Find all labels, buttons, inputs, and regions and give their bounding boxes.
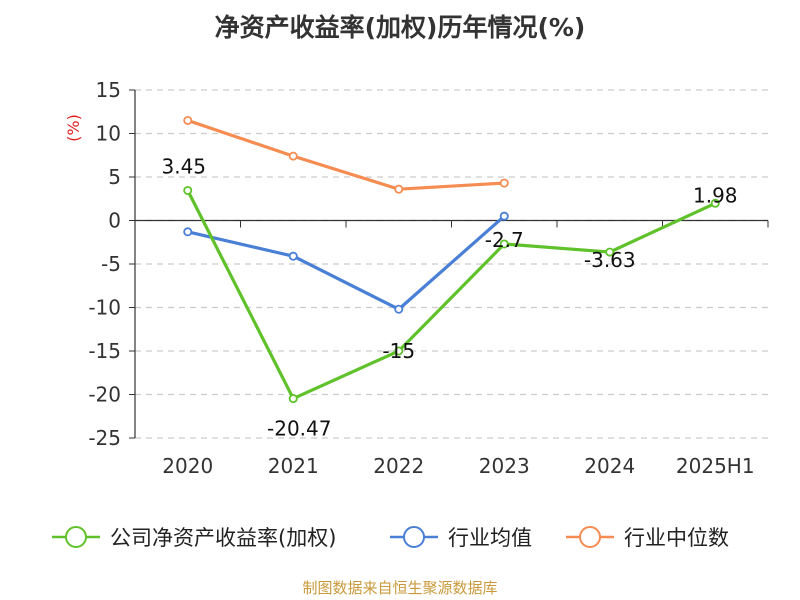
- data-label: 3.45: [161, 154, 206, 178]
- y-tick-label: -5: [101, 252, 121, 276]
- data-point: [394, 304, 404, 314]
- data-label: -3.63: [584, 248, 636, 272]
- y-tick-label: 0: [108, 209, 121, 233]
- y-tick-label: 5: [108, 165, 121, 189]
- y-tick-label: -10: [88, 296, 121, 320]
- legend-marker: [403, 526, 425, 548]
- chart-title: 净资产收益率(加权)历年情况(%): [214, 13, 586, 42]
- y-tick-label: -20: [88, 383, 121, 407]
- series-line: [186, 118, 506, 191]
- axes: [129, 89, 769, 439]
- legend-marker: [65, 526, 87, 548]
- data-point: [605, 247, 615, 257]
- data-labels: 3.45 -20.47 -15 -2.7 -3.63 1.98: [161, 154, 737, 440]
- legend-marker: [579, 526, 601, 548]
- x-tick-label: 2021: [268, 454, 319, 478]
- series-lines: [183, 115, 720, 404]
- data-label: -20.47: [267, 417, 331, 441]
- x-tick-label: 2020: [162, 454, 213, 478]
- legend: 公司净资产收益率(加权) 行业均值 行业中位数: [52, 526, 729, 550]
- series-line: [186, 188, 717, 401]
- data-point: [288, 394, 298, 404]
- data-label: -2.7: [485, 228, 524, 252]
- y-tick-label: 15: [96, 78, 121, 102]
- y-tick-label: -15: [88, 339, 121, 363]
- x-tick-label: 2023: [479, 454, 530, 478]
- data-point: [183, 115, 193, 125]
- x-tick-labels: 2020 2021 2022 2023 2024 2025H1: [162, 454, 754, 478]
- y-unit-label: (%): [64, 114, 83, 142]
- data-point: [394, 346, 404, 356]
- x-tick-label: 2025H1: [676, 454, 755, 478]
- data-point: [288, 151, 298, 161]
- data-point: [499, 178, 509, 188]
- data-point: [499, 211, 509, 221]
- data-point: [710, 198, 720, 208]
- data-point: [183, 185, 193, 195]
- series-line: [186, 214, 506, 311]
- y-tick-label: 10: [96, 122, 121, 146]
- data-point: [394, 184, 404, 194]
- legend-label: 公司净资产收益率(加权): [110, 526, 336, 550]
- x-tick-label: 2024: [584, 454, 635, 478]
- data-point: [499, 239, 509, 249]
- x-tick-label: 2022: [373, 454, 424, 478]
- source-note: 制图数据来自恒生聚源数据库: [302, 579, 498, 597]
- y-tick-label: -25: [88, 426, 121, 450]
- legend-label: 行业中位数: [624, 526, 729, 550]
- legend-label: 行业均值: [448, 526, 532, 550]
- data-label: -15: [382, 339, 415, 363]
- y-tick-labels: 15 10 5 0 -5 -10 -15 -20 -25: [88, 78, 121, 450]
- data-point: [183, 227, 193, 237]
- data-point: [288, 251, 298, 261]
- data-label: 1.98: [693, 183, 738, 207]
